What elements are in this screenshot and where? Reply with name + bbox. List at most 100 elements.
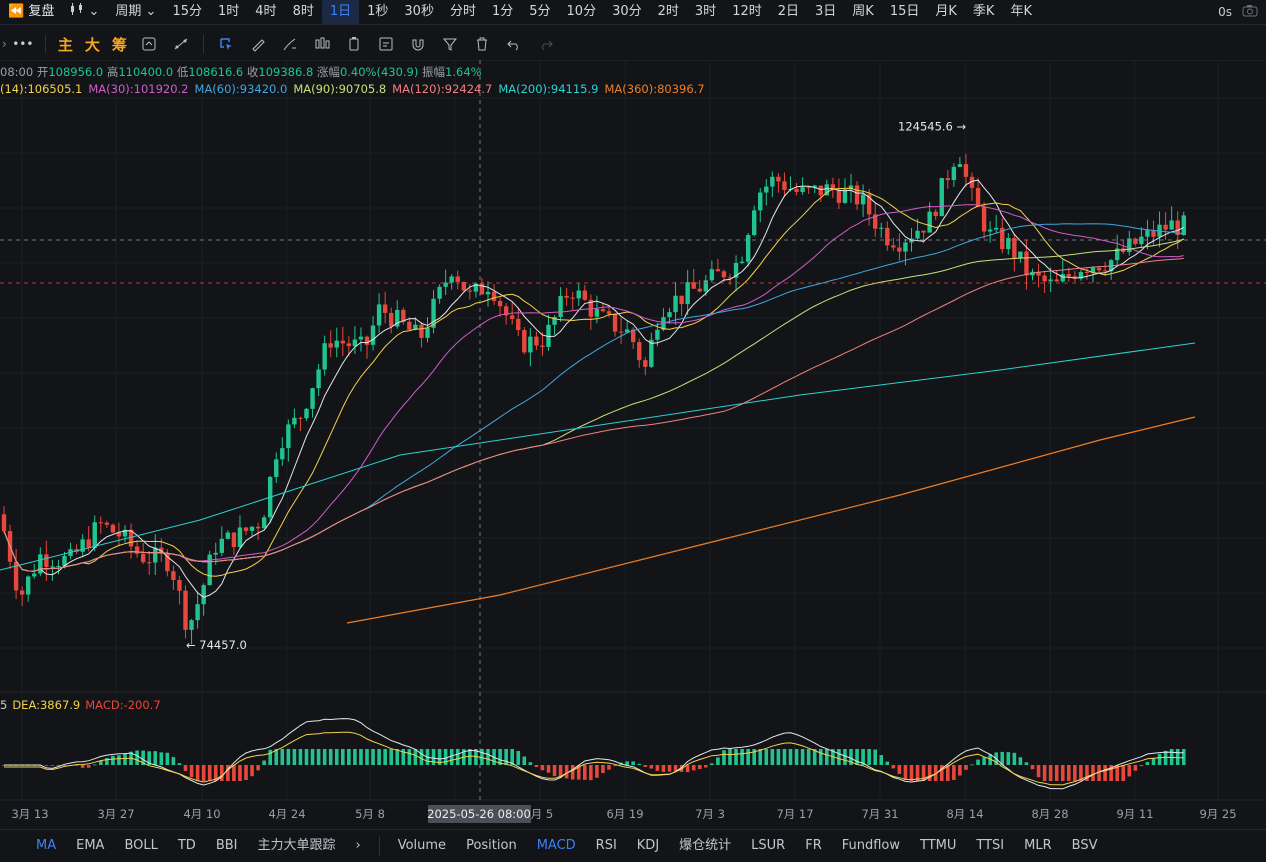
sub-indicator-0[interactable]: Volume	[397, 838, 447, 853]
period-11[interactable]: 30分	[612, 4, 642, 19]
period-13[interactable]: 3时	[694, 4, 717, 19]
sub-indicator-3[interactable]: RSI	[595, 838, 617, 853]
main-indicator-3[interactable]: TD	[177, 838, 196, 853]
candle	[231, 532, 237, 555]
measure-icon[interactable]	[171, 34, 191, 54]
macd-bar	[395, 749, 400, 765]
camera-icon[interactable]	[1242, 4, 1258, 20]
main-indicator-2[interactable]: BOLL	[124, 838, 158, 853]
period-17[interactable]: 周K	[852, 4, 874, 19]
dif-line	[4, 718, 1184, 790]
undo-icon[interactable]	[504, 34, 524, 54]
period-20[interactable]: 季K	[972, 4, 995, 19]
magnet-icon[interactable]	[408, 34, 428, 54]
macd-bar	[764, 749, 769, 765]
period-16[interactable]: 3日	[815, 4, 837, 19]
chip-label-0[interactable]: 主	[57, 35, 73, 54]
macd-bar	[1103, 765, 1107, 781]
macd-bar	[437, 749, 442, 765]
period-6[interactable]: 30秒	[404, 4, 434, 19]
price-chart[interactable]: 124545.6 → ← 74457.0 3月 13 3月 27 4月 10 4月 24 5…	[0, 0, 1266, 829]
period-14[interactable]: 12时	[732, 4, 762, 19]
sub-indicator-8[interactable]: Fundflow	[841, 838, 901, 853]
scroll-right-icon[interactable]: ›	[355, 838, 361, 853]
period-21[interactable]: 年K	[1010, 4, 1032, 19]
sub-indicator-7[interactable]: FR	[805, 838, 822, 853]
period-18[interactable]: 15日	[889, 4, 920, 19]
sync-icon[interactable]	[139, 34, 159, 54]
candle	[497, 297, 503, 317]
period-5[interactable]: 1秒	[367, 4, 389, 19]
period-10[interactable]: 10分	[566, 4, 597, 19]
macd-bar	[117, 755, 121, 765]
filter-icon[interactable]	[440, 34, 460, 54]
sub-indicator-12[interactable]: BSV	[1071, 838, 1098, 853]
macd-bar	[1133, 765, 1138, 771]
period-4[interactable]: 1日	[321, 0, 360, 24]
macd-bar	[510, 749, 514, 765]
candle	[116, 522, 122, 546]
chip-label-2[interactable]: 筹	[111, 35, 127, 54]
macd-bar	[625, 761, 629, 765]
candle	[280, 437, 285, 466]
sub-indicator-4[interactable]: KDJ	[636, 838, 660, 853]
candle	[485, 281, 491, 307]
note-icon[interactable]	[376, 34, 396, 54]
sub-indicator-2[interactable]: MACD	[536, 838, 576, 853]
candle	[1042, 271, 1047, 294]
period-3[interactable]: 8时	[292, 4, 314, 19]
macd-bar	[697, 765, 702, 770]
pen-icon[interactable]	[248, 34, 268, 54]
macd-bar	[952, 765, 956, 781]
x-tick-label: 9月 11	[1116, 807, 1153, 821]
sub-indicator-9[interactable]: TTMU	[920, 838, 957, 853]
main-indicator-4[interactable]: BBI	[215, 838, 238, 853]
period-7[interactable]: 分时	[449, 4, 476, 19]
macd-bar	[873, 749, 877, 765]
sub-indicator-1[interactable]: Position	[466, 838, 517, 853]
macd-bar	[964, 765, 968, 770]
macd-bar	[643, 765, 648, 767]
candle	[183, 585, 188, 639]
period-12[interactable]: 2时	[657, 4, 679, 19]
period-menu-button[interactable]: 周期 ⌄	[107, 0, 164, 24]
macd-bar	[710, 763, 714, 765]
replay-button[interactable]: ⏪ 复盘	[0, 0, 62, 24]
high-value: 110400.0	[118, 65, 174, 79]
main-indicator-0[interactable]: MA	[36, 838, 57, 853]
period-1[interactable]: 1时	[218, 4, 240, 19]
collapse-icon[interactable]: ›	[2, 37, 7, 51]
period-19[interactable]: 月K	[935, 4, 957, 19]
period-2[interactable]: 4时	[255, 4, 277, 19]
trash-icon[interactable]	[472, 34, 492, 54]
period-0[interactable]: 15分	[172, 4, 202, 19]
candles-icon[interactable]	[312, 34, 332, 54]
sub-indicator-11[interactable]: MLR	[1024, 838, 1052, 853]
candle	[618, 317, 624, 345]
macd-bar	[189, 765, 194, 778]
brush-icon[interactable]	[280, 34, 300, 54]
sub-indicator-5[interactable]: 爆仓统计	[679, 838, 732, 853]
chip-label-1[interactable]: 大	[84, 35, 100, 54]
candle	[758, 188, 763, 223]
candle	[189, 618, 194, 645]
period-8[interactable]: 1分	[491, 4, 514, 19]
macd-bar	[558, 765, 563, 777]
candle	[1000, 218, 1005, 254]
sub-indicator-10[interactable]: TTSI	[976, 838, 1005, 853]
battery-icon[interactable]	[344, 34, 364, 54]
candle	[957, 156, 963, 168]
candle	[1, 506, 7, 533]
main-indicator-5[interactable]: 主力大单跟踪	[257, 838, 336, 853]
more-icon[interactable]: •••	[12, 37, 34, 51]
chart-type-button[interactable]: ⌄	[62, 0, 107, 24]
cursor-icon[interactable]	[216, 34, 236, 54]
candle	[322, 335, 327, 376]
period-15[interactable]: 2日	[777, 4, 800, 19]
redo-icon[interactable]	[536, 34, 556, 54]
macd-bar	[976, 759, 980, 765]
main-indicator-1[interactable]: EMA	[76, 838, 105, 853]
sub-indicator-6[interactable]: LSUR	[751, 838, 786, 853]
candle	[376, 293, 382, 333]
period-9[interactable]: 5分	[529, 4, 551, 19]
